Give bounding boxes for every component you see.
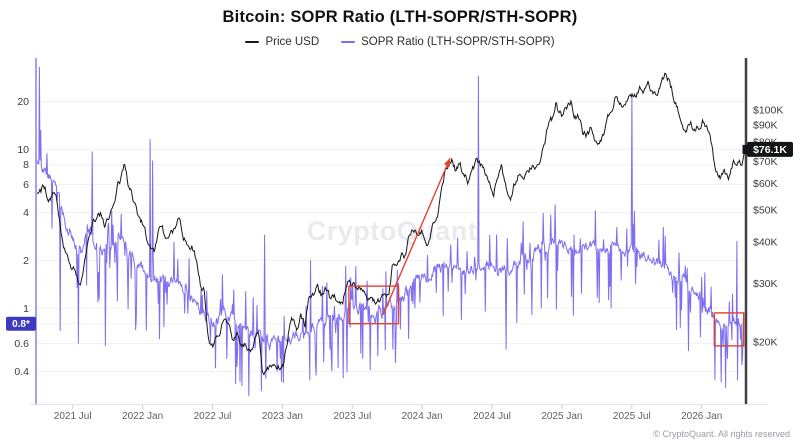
y-right-tick-label: $40K	[753, 237, 778, 249]
price-last-value-badge	[747, 141, 793, 157]
sopr-last-value-text: 0.8*	[12, 319, 30, 330]
y-left-tick-label: 2	[23, 255, 29, 267]
y-left-tick-label: 8	[23, 159, 29, 171]
x-axis-tick-label: 2025 Jul	[613, 411, 651, 422]
y-left-tick-label: 0.6	[14, 338, 29, 350]
gridlines	[35, 100, 745, 373]
legend-item-sopr[interactable]: SOPR Ratio (LTH-SOPR/STH-SOPR)	[341, 36, 555, 48]
x-axis-tick-label: 2022 Jul	[194, 411, 232, 422]
y-left-tick-label: 20	[17, 96, 29, 108]
sopr-last-value-badge	[6, 316, 36, 331]
price-last-value-text: $76.1K	[753, 144, 787, 156]
y-right-tick-label: $50K	[753, 204, 778, 216]
y-right-tick-label: $70K	[753, 156, 778, 168]
annotation-box-1	[348, 285, 400, 325]
x-axis-tick-label: 2023 Jul	[333, 411, 371, 422]
sopr-ratio-line	[35, 66, 745, 397]
x-axis-tick-label: 2021 Jul	[54, 411, 92, 422]
copyright-text: © CryptoQuant. All rights reserved	[653, 429, 790, 439]
price-usd-line	[35, 72, 745, 376]
y-right-tick-label: $100K	[753, 105, 783, 117]
annotation-box-2	[713, 312, 745, 347]
legend-label-sopr: SOPR Ratio (LTH-SOPR/STH-SOPR)	[361, 36, 555, 48]
y-left-tick-label: 0.4	[14, 366, 29, 378]
legend-item-price[interactable]: Price USD	[245, 36, 319, 48]
chart-legend: Price USD SOPR Ratio (LTH-SOPR/STH-SOPR)	[0, 36, 800, 48]
y-right-tick-label: $20K	[753, 337, 778, 349]
chart-title: Bitcoin: SOPR Ratio (LTH-SOPR/STH-SOPR)	[222, 8, 578, 26]
x-axis-tick-label: 2022 Jan	[122, 411, 163, 422]
sopr-line-swatch-icon	[341, 41, 356, 43]
y-right-tick-label: $60K	[753, 178, 778, 190]
annotation-arrowhead-icon	[443, 158, 451, 167]
legend-label-price: Price USD	[265, 36, 320, 48]
annotation-arrow	[382, 157, 451, 316]
x-axis-tick-label: 2023 Jan	[262, 411, 303, 422]
x-axis-tick-label: 2025 Jan	[541, 411, 582, 422]
annotation-layer	[348, 157, 745, 347]
y-left-tick-label: 10	[17, 144, 29, 156]
x-axis-tick-label: 2024 Jan	[402, 411, 443, 422]
y-left-tick-label: 1	[23, 303, 29, 315]
y-left-tick-label: 6	[23, 179, 29, 191]
price-line-swatch-icon	[245, 41, 260, 43]
x-axis-tick-label: 2024 Jul	[473, 411, 511, 422]
series-layer	[35, 66, 745, 397]
y-right-tick-label: $90K	[753, 120, 778, 132]
y-left-tick-label: 4	[23, 207, 29, 219]
y-right-tick-label: $30K	[753, 278, 778, 290]
price-last-point-marker	[742, 144, 750, 154]
x-axis-tick-label: 2026 Jan	[681, 411, 722, 422]
